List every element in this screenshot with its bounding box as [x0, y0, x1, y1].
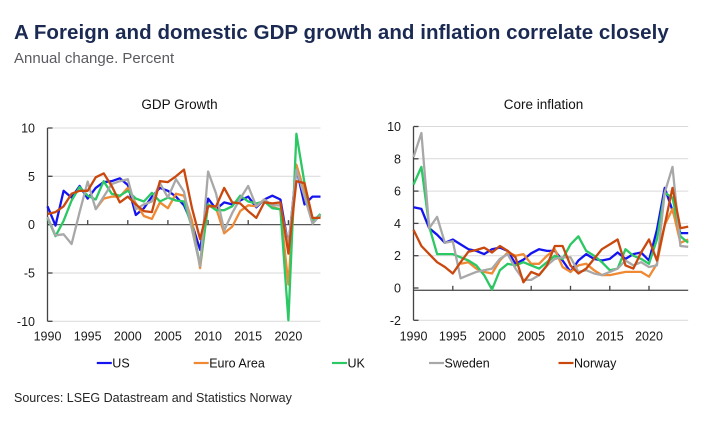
svg-text:2: 2 [394, 249, 401, 263]
svg-text:2020: 2020 [635, 330, 663, 344]
svg-text:10: 10 [21, 122, 35, 136]
svg-text:1990: 1990 [400, 330, 428, 344]
svg-text:1995: 1995 [439, 330, 467, 344]
svg-text:2020: 2020 [274, 330, 302, 344]
svg-text:0: 0 [28, 218, 35, 232]
svg-text:2000: 2000 [114, 330, 142, 344]
svg-text:2015: 2015 [234, 330, 262, 344]
svg-text:2010: 2010 [194, 330, 222, 344]
svg-text:US: US [112, 357, 129, 371]
svg-text:0: 0 [394, 282, 401, 296]
svg-text:4: 4 [394, 217, 401, 231]
svg-text:GDP Growth: GDP Growth [141, 97, 217, 112]
svg-text:2010: 2010 [557, 330, 585, 344]
svg-text:2005: 2005 [154, 330, 182, 344]
svg-text:UK: UK [348, 357, 366, 371]
svg-text:-2: -2 [390, 314, 401, 328]
svg-text:2005: 2005 [517, 330, 545, 344]
svg-text:10: 10 [387, 120, 401, 134]
svg-text:8: 8 [394, 152, 401, 166]
svg-text:1995: 1995 [74, 330, 102, 344]
svg-text:Euro Area: Euro Area [209, 357, 265, 371]
svg-text:2015: 2015 [596, 330, 624, 344]
svg-text:1990: 1990 [34, 330, 62, 344]
svg-text:-10: -10 [17, 315, 35, 329]
svg-text:-5: -5 [24, 267, 35, 281]
svg-text:2000: 2000 [478, 330, 506, 344]
svg-text:Sweden: Sweden [445, 357, 490, 371]
svg-text:6: 6 [394, 185, 401, 199]
svg-text:Norway: Norway [574, 357, 617, 371]
svg-text:Core inflation: Core inflation [504, 97, 584, 112]
svg-text:5: 5 [28, 170, 35, 184]
